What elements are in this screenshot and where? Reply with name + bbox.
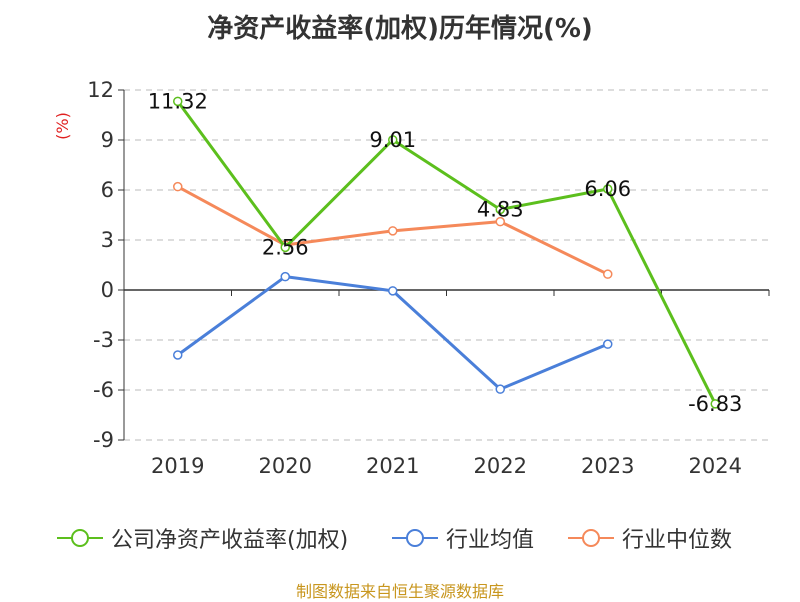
data-point	[495, 216, 505, 227]
x-tick-label: 2021	[366, 454, 419, 478]
y-tick-label: -9	[93, 428, 114, 452]
data-point	[603, 184, 613, 194]
x-tick-label: 2023	[581, 454, 634, 478]
data-point	[280, 242, 290, 253]
data-point	[280, 271, 290, 282]
series-line	[176, 100, 717, 405]
data-point	[388, 226, 398, 236]
data-label: 11.32	[148, 89, 208, 113]
y-tick-label: 0	[101, 278, 114, 302]
data-label: 2.56	[262, 235, 309, 259]
legend-item-company-roe[interactable]: 公司净资产收益率(加权)	[57, 520, 348, 556]
data-point	[173, 350, 183, 360]
x-tick-label: 2020	[259, 454, 312, 478]
x-tick-label: 2019	[151, 454, 204, 478]
legend-marker-company-roe	[57, 529, 103, 547]
y-tick-label: 6	[101, 178, 114, 202]
data-point	[710, 399, 720, 409]
data-point	[173, 181, 183, 192]
legend-marker-industry-mean	[392, 529, 438, 547]
legend-label-industry-median: 行业中位数	[622, 528, 733, 553]
data-label: 9.01	[369, 128, 416, 152]
legend-marker-industry-median	[568, 529, 614, 547]
legend-item-industry-mean[interactable]: 行业均值	[392, 520, 534, 556]
y-tick-label: -3	[93, 328, 114, 352]
x-tick-label: 2022	[474, 454, 527, 478]
source-footer: 制图数据来自恒生聚源数据库	[295, 582, 504, 601]
chart-title: 净资产收益率(加权)历年情况(%)	[207, 14, 593, 44]
legend-label-company-roe: 公司净资产收益率(加权)	[111, 528, 349, 553]
y-tick-label: 9	[101, 128, 114, 152]
data-point	[495, 204, 505, 215]
x-tick-label: 2024	[689, 454, 742, 478]
data-point	[388, 286, 398, 296]
legend: 公司净资产收益率(加权) 行业均值 行业中位数	[0, 520, 800, 556]
data-label: -6.83	[688, 392, 742, 416]
y-tick-label: 12	[87, 78, 114, 102]
y-tick-label: -6	[93, 378, 114, 402]
data-point	[173, 96, 183, 107]
data-label: 4.83	[477, 198, 524, 222]
data-point	[603, 339, 613, 349]
data-point	[495, 384, 505, 394]
y-axis-label: (%)	[53, 112, 72, 140]
y-tick-label: 3	[101, 228, 114, 252]
legend-item-industry-median[interactable]: 行业中位数	[568, 520, 732, 556]
data-label: 6.06	[584, 177, 631, 201]
data-point	[388, 135, 398, 145]
legend-label-industry-mean: 行业均值	[446, 528, 535, 553]
data-point	[603, 269, 613, 279]
